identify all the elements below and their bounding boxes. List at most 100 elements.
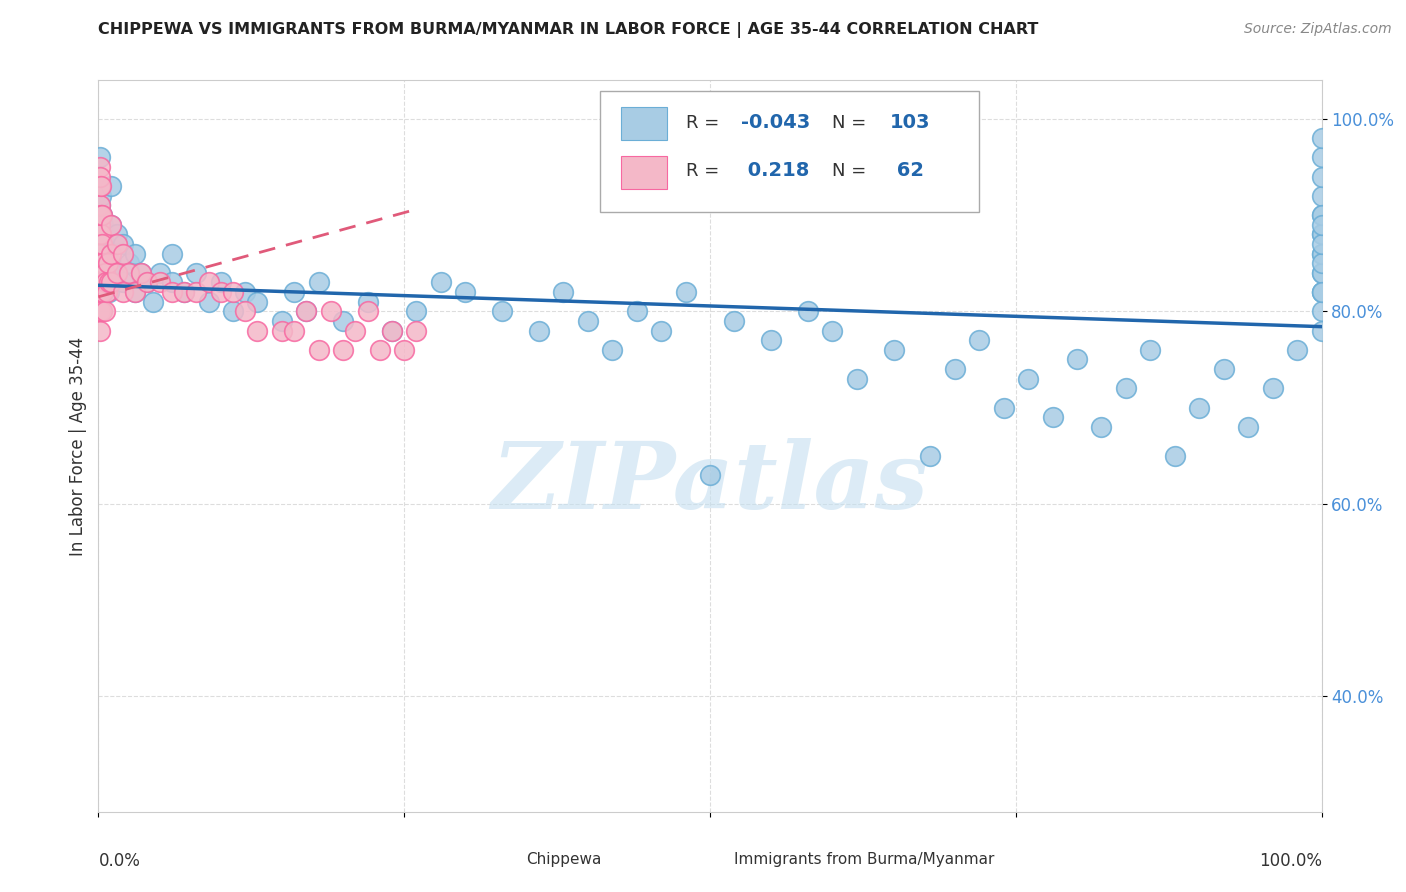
Point: [89, 150, 111, 164]
Point: [91, 208, 114, 222]
Point: [90, 266, 112, 280]
Text: CHIPPEWA VS IMMIGRANTS FROM BURMA/MYANMAR IN LABOR FORCE | AGE 35-44 CORRELATION: CHIPPEWA VS IMMIGRANTS FROM BURMA/MYANMA…: [98, 22, 1039, 38]
Point: [344, 324, 367, 338]
Point: [1310, 227, 1333, 242]
Point: [100, 256, 122, 270]
Point: [129, 266, 152, 280]
Bar: [620, 107, 668, 140]
Point: [821, 324, 844, 338]
Point: [197, 294, 219, 309]
Point: [600, 343, 623, 357]
Point: [93, 266, 115, 280]
Point: [246, 324, 269, 338]
Point: [111, 246, 134, 260]
Point: [222, 285, 245, 299]
Point: [699, 467, 721, 482]
Point: [356, 294, 378, 309]
Point: [209, 276, 232, 290]
Point: [111, 236, 134, 251]
Text: N =: N =: [832, 162, 872, 180]
Text: R =: R =: [686, 113, 724, 132]
Point: [186, 266, 208, 280]
Point: [90, 208, 112, 222]
Point: [405, 324, 427, 338]
Point: [1310, 246, 1333, 260]
Point: [90, 227, 112, 242]
Point: [89, 198, 111, 212]
Point: [1310, 150, 1333, 164]
Point: [111, 285, 134, 299]
Point: [91, 285, 114, 299]
Y-axis label: In Labor Force | Age 35-44: In Labor Force | Age 35-44: [69, 336, 87, 556]
Point: [967, 333, 990, 347]
Point: [883, 343, 905, 357]
Point: [1188, 401, 1211, 415]
Point: [675, 285, 697, 299]
Point: [160, 285, 183, 299]
Point: [295, 304, 318, 318]
Point: [91, 236, 114, 251]
Point: [1310, 285, 1333, 299]
Point: [89, 256, 111, 270]
Point: [405, 304, 427, 318]
Point: [90, 256, 112, 270]
Point: [149, 276, 172, 290]
Point: [142, 294, 165, 309]
Point: [89, 285, 111, 299]
Point: [332, 343, 354, 357]
Text: N =: N =: [832, 113, 872, 132]
Point: [124, 285, 146, 299]
Point: [89, 169, 111, 184]
Point: [89, 324, 111, 338]
Point: [553, 285, 575, 299]
Point: [100, 179, 122, 194]
Point: [105, 266, 128, 280]
Point: [89, 218, 111, 232]
Point: [295, 304, 318, 318]
Point: [1115, 381, 1137, 395]
Point: [319, 304, 342, 318]
Text: R =: R =: [686, 162, 724, 180]
Point: [89, 208, 111, 222]
Point: [246, 294, 269, 309]
Point: [100, 218, 122, 232]
Text: Immigrants from Burma/Myanmar: Immigrants from Burma/Myanmar: [734, 853, 995, 868]
Point: [98, 285, 121, 299]
Point: [100, 276, 122, 290]
Point: [124, 285, 146, 299]
Point: [136, 276, 159, 290]
Point: [1310, 246, 1333, 260]
Point: [89, 198, 111, 212]
Point: [381, 324, 404, 338]
Point: [209, 285, 232, 299]
Point: [368, 343, 391, 357]
Point: [129, 266, 152, 280]
Point: [89, 179, 111, 194]
Point: [93, 276, 115, 290]
Point: [173, 285, 195, 299]
Point: [308, 343, 330, 357]
Text: ZIPatlas: ZIPatlas: [492, 438, 928, 527]
Point: [90, 227, 112, 242]
Point: [91, 304, 114, 318]
Point: [89, 227, 111, 242]
Point: [91, 208, 114, 222]
Point: [430, 276, 453, 290]
Point: [1017, 371, 1039, 385]
Point: [1310, 188, 1333, 202]
Point: [1090, 419, 1112, 434]
Point: [1310, 285, 1333, 299]
Point: [1237, 419, 1260, 434]
Point: [94, 276, 117, 290]
Point: [1212, 362, 1234, 376]
Point: [96, 246, 118, 260]
Point: [173, 285, 195, 299]
Point: [91, 285, 114, 299]
Point: [920, 449, 942, 463]
Point: [90, 179, 112, 194]
Point: [283, 285, 305, 299]
Point: [1310, 304, 1333, 318]
Point: [222, 304, 245, 318]
Point: [89, 276, 111, 290]
Point: [160, 276, 183, 290]
